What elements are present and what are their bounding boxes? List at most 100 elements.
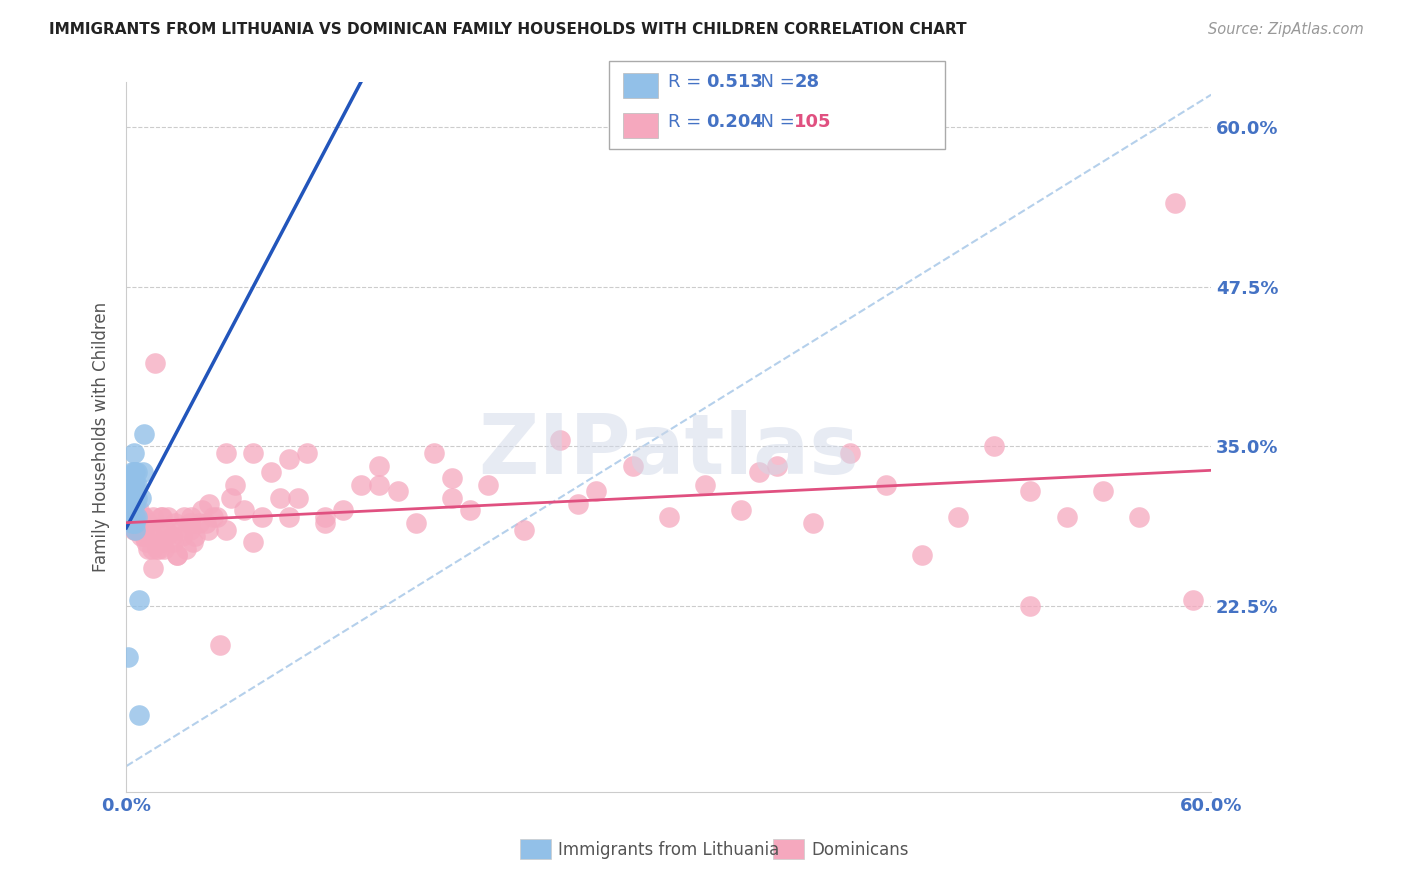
Point — [250, 509, 273, 524]
Point — [128, 503, 150, 517]
Point — [169, 523, 191, 537]
Point — [911, 548, 934, 562]
Point — [156, 509, 179, 524]
Point — [134, 529, 156, 543]
Point — [174, 541, 197, 556]
Point — [148, 541, 170, 556]
Point — [585, 484, 607, 499]
Point — [1019, 484, 1042, 499]
Text: 105: 105 — [794, 113, 832, 131]
Point — [129, 516, 152, 530]
Point — [477, 477, 499, 491]
Point — [160, 529, 183, 543]
Point — [122, 509, 145, 524]
Point — [180, 509, 202, 524]
Point — [128, 523, 150, 537]
Point — [184, 529, 207, 543]
Point — [215, 523, 238, 537]
Point — [1091, 484, 1114, 499]
Point — [124, 497, 146, 511]
Point — [198, 497, 221, 511]
Point — [117, 650, 139, 665]
Point — [124, 465, 146, 479]
Point — [127, 516, 149, 530]
Point — [129, 491, 152, 505]
Point — [121, 497, 143, 511]
Point — [134, 426, 156, 441]
Point — [187, 516, 209, 530]
Point — [165, 516, 187, 530]
Point — [875, 477, 897, 491]
Point — [124, 509, 146, 524]
Point — [548, 433, 571, 447]
Text: R =: R = — [668, 73, 713, 91]
Text: Dominicans: Dominicans — [811, 841, 908, 859]
Point — [219, 491, 242, 505]
Point — [405, 516, 427, 530]
Point — [143, 356, 166, 370]
Point — [131, 509, 153, 524]
Text: N =: N = — [749, 113, 807, 131]
Point — [152, 535, 174, 549]
Point — [350, 477, 373, 491]
Point — [332, 503, 354, 517]
Point — [179, 523, 201, 537]
Point — [173, 509, 195, 524]
Point — [142, 529, 165, 543]
Point — [260, 465, 283, 479]
Point — [242, 535, 264, 549]
Point — [278, 452, 301, 467]
Point — [136, 541, 159, 556]
Point — [121, 465, 143, 479]
Point — [122, 523, 145, 537]
Point — [128, 592, 150, 607]
Point — [314, 516, 336, 530]
Point — [287, 491, 309, 505]
Point — [149, 509, 172, 524]
Point — [368, 477, 391, 491]
Point — [127, 465, 149, 479]
Point — [122, 446, 145, 460]
Point — [1019, 599, 1042, 614]
Point — [135, 535, 157, 549]
Point — [197, 523, 219, 537]
Point — [269, 491, 291, 505]
Point — [181, 535, 204, 549]
Point — [128, 708, 150, 723]
Point — [422, 446, 444, 460]
Point — [152, 509, 174, 524]
Point — [191, 503, 214, 517]
Point — [1056, 509, 1078, 524]
Point — [122, 477, 145, 491]
Y-axis label: Family Households with Children: Family Households with Children — [93, 301, 110, 572]
Point — [215, 446, 238, 460]
Point — [124, 523, 146, 537]
Point — [621, 458, 644, 473]
Point — [127, 509, 149, 524]
Point — [567, 497, 589, 511]
Text: N =: N = — [749, 73, 807, 91]
Point — [134, 509, 156, 524]
Point — [121, 516, 143, 530]
Point — [983, 439, 1005, 453]
Text: 28: 28 — [794, 73, 820, 91]
Point — [131, 465, 153, 479]
Point — [458, 503, 481, 517]
Point — [155, 529, 177, 543]
Point — [153, 541, 176, 556]
Point — [693, 477, 716, 491]
Text: 0.513: 0.513 — [706, 73, 762, 91]
Point — [148, 529, 170, 543]
Point — [139, 523, 162, 537]
Point — [136, 516, 159, 530]
Point — [194, 516, 217, 530]
Point — [205, 509, 228, 524]
Point — [118, 491, 141, 505]
Point — [124, 509, 146, 524]
Point — [142, 509, 165, 524]
Point — [730, 503, 752, 517]
Point — [803, 516, 825, 530]
Point — [172, 529, 194, 543]
Point — [129, 529, 152, 543]
Point — [122, 465, 145, 479]
